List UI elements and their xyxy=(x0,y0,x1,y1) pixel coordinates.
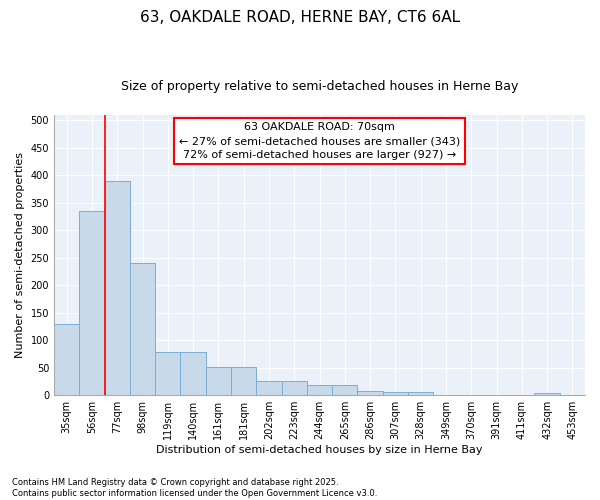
Bar xyxy=(155,352,181,395)
Bar xyxy=(408,392,433,395)
Y-axis label: Number of semi-detached properties: Number of semi-detached properties xyxy=(15,152,25,358)
Bar xyxy=(383,392,408,395)
Bar xyxy=(181,352,206,395)
Text: 63 OAKDALE ROAD: 70sqm
← 27% of semi-detached houses are smaller (343)
72% of se: 63 OAKDALE ROAD: 70sqm ← 27% of semi-det… xyxy=(179,122,460,160)
X-axis label: Distribution of semi-detached houses by size in Herne Bay: Distribution of semi-detached houses by … xyxy=(156,445,483,455)
Bar xyxy=(332,385,358,395)
Bar xyxy=(104,181,130,395)
Bar xyxy=(281,381,307,395)
Bar xyxy=(206,367,231,395)
Bar xyxy=(358,391,383,395)
Bar xyxy=(256,381,281,395)
Bar xyxy=(535,393,560,395)
Title: Size of property relative to semi-detached houses in Herne Bay: Size of property relative to semi-detach… xyxy=(121,80,518,93)
Bar xyxy=(458,394,484,395)
Bar xyxy=(130,264,155,395)
Text: Contains HM Land Registry data © Crown copyright and database right 2025.
Contai: Contains HM Land Registry data © Crown c… xyxy=(12,478,377,498)
Bar xyxy=(433,394,458,395)
Bar xyxy=(231,367,256,395)
Bar xyxy=(307,385,332,395)
Bar xyxy=(79,211,104,395)
Bar xyxy=(54,324,79,395)
Text: 63, OAKDALE ROAD, HERNE BAY, CT6 6AL: 63, OAKDALE ROAD, HERNE BAY, CT6 6AL xyxy=(140,10,460,25)
